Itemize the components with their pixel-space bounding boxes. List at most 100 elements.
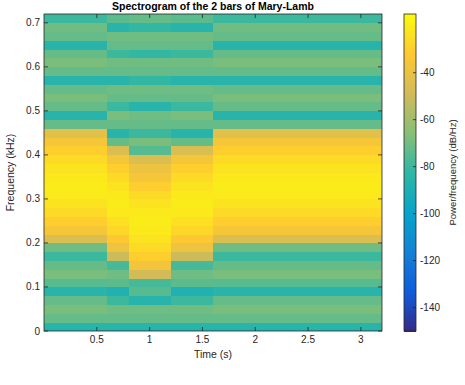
cell [44,190,108,199]
cell [255,164,298,173]
cell [129,190,172,199]
cell [298,164,383,173]
cell [107,173,129,182]
y-tick [378,198,382,199]
colorbar-label: Power/frequency (dB/Hz) [447,119,458,225]
cell [107,208,129,217]
cell [213,84,256,93]
cell [171,181,214,190]
cell [255,305,298,314]
y-tick [44,154,48,155]
cell [255,322,298,331]
cell [107,269,129,278]
cell [255,173,298,182]
y-tick [44,22,48,23]
cell [298,225,383,234]
cell [129,67,172,76]
cell [298,40,383,49]
cell [171,252,214,261]
cell [298,296,383,305]
cell [298,243,383,252]
y-tick-label: 0 [34,326,40,337]
background [0,0,465,385]
cell [129,84,172,93]
cell [44,269,108,278]
cell [255,296,298,305]
colorbar-frame [404,14,416,331]
cell [171,128,214,137]
cell [213,278,256,287]
cell [171,190,214,199]
cell [44,128,108,137]
cell [171,296,214,305]
x-tick-label: 2 [252,334,258,345]
cell [298,305,383,314]
cell [213,322,256,331]
cell [107,128,129,137]
cell [255,128,298,137]
cell [171,313,214,322]
colorbar-tick-label: -80 [420,161,435,172]
cell [171,76,214,85]
y-tick [378,242,382,243]
cell [298,102,383,111]
cell [107,190,129,199]
cell [107,296,129,305]
cell [213,155,256,164]
cell [44,58,108,67]
cell [213,146,256,155]
cell [255,199,298,208]
cell [129,137,172,146]
cell [129,76,172,85]
cell [171,40,214,49]
x-tick-label: 3 [358,334,364,345]
y-tick-label: 0.1 [26,281,40,292]
cell [298,120,383,129]
cell [213,40,256,49]
cell [129,261,172,270]
cell [298,76,383,85]
cell [107,278,129,287]
cell [107,84,129,93]
colorbar-tick-label: -40 [420,67,435,78]
cell [107,93,129,102]
cell [255,120,298,129]
y-tick-label: 0.2 [26,237,40,248]
cell [44,120,108,129]
cell [298,208,383,217]
cell [213,199,256,208]
cell [129,217,172,226]
y-tick [44,110,48,111]
cell [213,32,256,41]
cell [107,23,129,32]
chart: 0.511.522.5300.10.20.30.40.50.60.7Spectr… [0,0,465,385]
cell [129,287,172,296]
cell [44,225,108,234]
cell [129,269,172,278]
y-tick-label: 0.5 [26,105,40,116]
cell [129,243,172,252]
cell [129,313,172,322]
cell [298,261,383,270]
y-tick [44,242,48,243]
x-tick-label: 0.5 [90,334,104,345]
cell [213,173,256,182]
cell [255,93,298,102]
cell [129,146,172,155]
cell [255,23,298,32]
cell [107,243,129,252]
cell [213,23,256,32]
cell [129,128,172,137]
x-tick-label: 1.5 [195,334,209,345]
cell [298,190,383,199]
cell [213,190,256,199]
cell [171,278,214,287]
cell [107,322,129,331]
y-tick [378,154,382,155]
cell [129,225,172,234]
cell [107,40,129,49]
cell [298,49,383,58]
cell [255,243,298,252]
colorbar-tick-label: -120 [420,255,440,266]
cell [255,269,298,278]
